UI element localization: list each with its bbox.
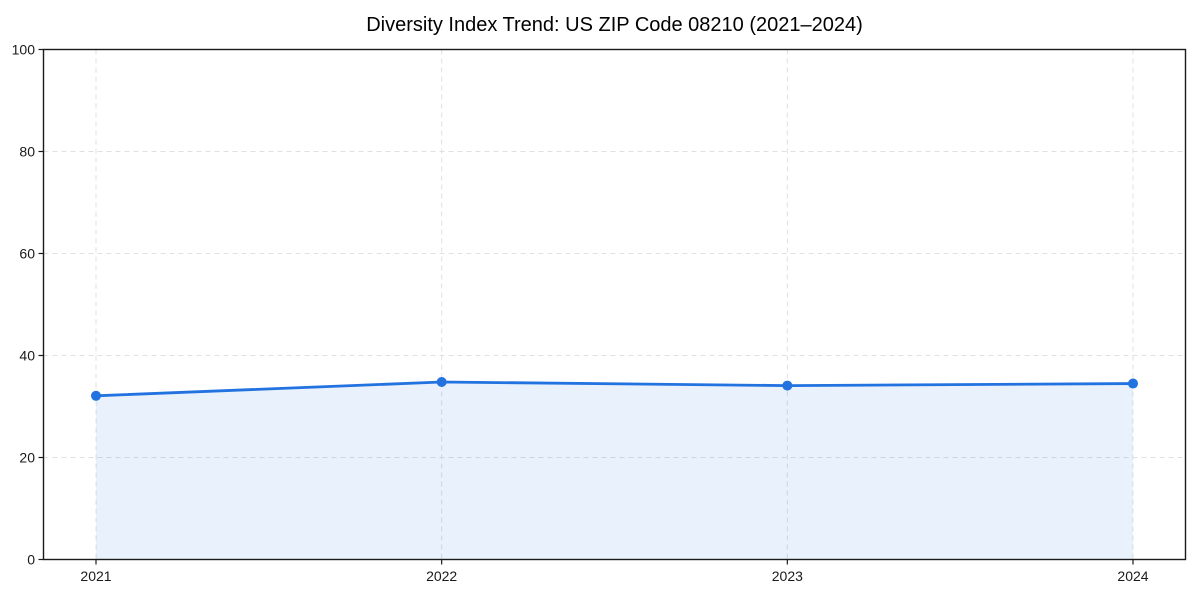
- y-tick-label: 0: [27, 551, 35, 567]
- data-point: [436, 377, 447, 388]
- y-tick-label: 20: [19, 449, 35, 465]
- area-fill-layer: [96, 382, 1133, 560]
- x-tick-label: 2023: [772, 568, 803, 584]
- x-tick-label: 2024: [1117, 568, 1148, 584]
- trend-line-layer: [94, 380, 1135, 398]
- chart-title: Diversity Index Trend: US ZIP Code 08210…: [366, 14, 863, 36]
- y-tick-label: 60: [19, 245, 35, 261]
- y-tick-label: 100: [12, 41, 36, 57]
- y-tick-label: 40: [19, 347, 35, 363]
- y-tick-label: 80: [19, 143, 35, 159]
- x-tick-label: 2021: [80, 568, 111, 584]
- data-point: [1128, 378, 1138, 389]
- x-tick-label: 2022: [426, 568, 457, 584]
- data-point: [91, 390, 101, 401]
- data-points-layer: [91, 377, 1138, 401]
- trend-line: [94, 380, 1135, 398]
- data-point: [782, 380, 793, 391]
- axes-layer: [38, 48, 1187, 565]
- axis-frame: [42, 48, 1187, 561]
- area-fill: [96, 382, 1133, 560]
- tick-labels-layer: 0 20 40 60 80 100 2021 2022 2023 2024: [12, 41, 1149, 584]
